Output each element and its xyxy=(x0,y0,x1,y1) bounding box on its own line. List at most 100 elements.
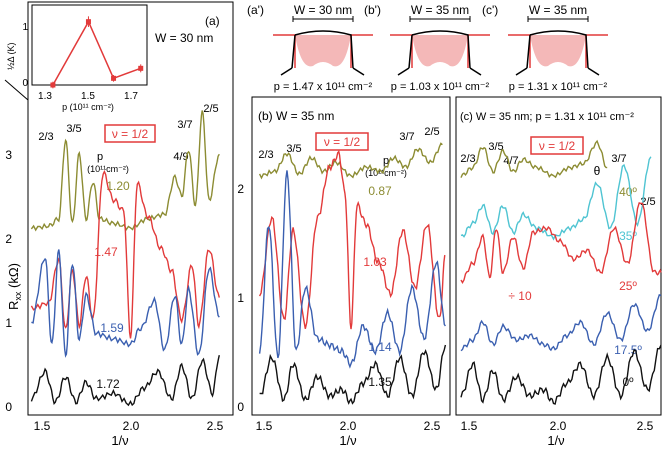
fraction-label: 2/5 xyxy=(640,196,655,208)
panel-a-nu-label: ν = 1/2 xyxy=(112,127,149,141)
trace-b-0 xyxy=(258,142,443,180)
trace-a-3 xyxy=(30,355,220,407)
trace-b-1 xyxy=(258,149,446,330)
schematic-0: (a') W = 30 nm p = 1.47 x 10¹¹ cm⁻² xyxy=(247,3,373,93)
inset-point xyxy=(138,65,144,71)
panel-c-nu-box xyxy=(530,136,584,155)
trace-label: 1.03 xyxy=(363,255,387,269)
trace-a-2 xyxy=(31,249,220,358)
inset-frame xyxy=(31,4,148,86)
panel-b-nu-label: ν = 1/2 xyxy=(324,135,361,149)
trace-label: 1.20 xyxy=(106,179,130,193)
trace-label: 1.47 xyxy=(94,245,118,259)
schematic-density: p = 1.47 x 10¹¹ cm⁻² xyxy=(274,81,373,93)
y-tick-label: 1 xyxy=(237,291,244,305)
panel-a-tag: (a) xyxy=(205,14,220,28)
panel-a-p-header: p xyxy=(97,151,103,163)
fraction-label: 2/3 xyxy=(258,149,273,161)
trace-c-3 xyxy=(460,294,662,352)
fraction-label: 3/5 xyxy=(488,141,503,153)
fraction-label: 2/5 xyxy=(203,103,218,115)
x-tick-label: 2.0 xyxy=(123,419,140,433)
panel-c-frame xyxy=(455,96,662,416)
fraction-label: 2/3 xyxy=(38,131,53,143)
fraction-label: 4/9 xyxy=(173,151,188,163)
fraction-label: 3/5 xyxy=(286,143,301,155)
inset-y-tick: 1 xyxy=(22,22,28,33)
trace-label: 40º xyxy=(619,185,637,199)
trace-c-0 xyxy=(460,139,608,179)
schematic-tag: (c') xyxy=(482,3,498,17)
panel-b-frame xyxy=(251,96,451,416)
x-tick-label: 1.5 xyxy=(461,419,478,433)
schematic-1: (b') W = 35 nm p = 1.03 x 10¹¹ cm⁻² xyxy=(364,3,490,93)
y-tick-label: 3 xyxy=(5,148,12,162)
trace-label: 1.72 xyxy=(96,377,120,391)
trace-b-2 xyxy=(258,170,446,369)
x-tick-label: 2.5 xyxy=(424,419,441,433)
trace-a-0 xyxy=(30,110,220,232)
trace-label: 0.87 xyxy=(368,184,392,198)
fraction-label: 3/7 xyxy=(611,153,626,165)
schematic-width: W = 35 nm xyxy=(411,3,469,17)
x-tick-label: 2.5 xyxy=(207,419,224,433)
x-axis-label-b: 1/ν xyxy=(339,433,356,448)
panel-c-nu-label: ν = 1/2 xyxy=(539,139,576,153)
schematic-width: W = 30 nm xyxy=(294,3,352,17)
panel-b-p-unit: (10¹¹cm⁻²) xyxy=(365,168,407,178)
schematic-width: W = 35 nm xyxy=(529,3,587,17)
inset-x-tick: 1.5 xyxy=(81,91,95,102)
trace-b-3 xyxy=(259,344,447,405)
panel-b-p-header: p xyxy=(383,155,389,167)
x-axis-label-c: 1/ν xyxy=(547,433,564,448)
fraction-label: 2/3 xyxy=(460,153,475,165)
panel-b-title: (b) W = 35 nm xyxy=(258,109,334,123)
schematic-tag: (b') xyxy=(364,3,381,17)
trace-label: 17.5º xyxy=(614,343,642,357)
fraction-label: 3/5 xyxy=(66,123,81,135)
panel-a-p-unit: (10¹¹cm⁻²) xyxy=(87,164,129,174)
x-tick-label: 2.0 xyxy=(340,419,357,433)
schematic-density: p = 1.31 x 10¹¹ cm⁻² xyxy=(509,81,608,93)
x-tick-label: 2.0 xyxy=(550,419,567,433)
panel-b-nu-box xyxy=(315,132,369,151)
trace-label: 1.59 xyxy=(100,321,124,335)
divide-label: ÷ 10 xyxy=(508,289,532,303)
trace-a-1 xyxy=(30,169,220,339)
fraction-label: 3/7 xyxy=(399,131,414,143)
x-axis-label-a: 1/ν xyxy=(111,433,128,448)
y-tick-label: 2 xyxy=(237,182,244,196)
schematic-density: p = 1.03 x 10¹¹ cm⁻² xyxy=(391,81,490,93)
inset-y-tick: 0 xyxy=(22,78,28,89)
trace-label: 0º xyxy=(622,375,634,389)
panel-a-nu-box xyxy=(104,124,156,143)
x-tick-label: 1.5 xyxy=(256,419,273,433)
inset-x-tick: 1.3 xyxy=(38,91,52,102)
inset-pointer xyxy=(4,79,29,101)
schematic-2: (c') W = 35 nm p = 1.31 x 10¹¹ cm⁻² xyxy=(482,3,608,93)
y-tick-label: 0 xyxy=(5,400,12,414)
x-tick-label: 2.5 xyxy=(637,419,654,433)
traces: 1.201.471.591.720.871.031.141.3540º35º25… xyxy=(30,16,662,407)
inset-point xyxy=(111,75,117,81)
schematic-tag: (a') xyxy=(247,3,264,17)
y-tick-label: 0 xyxy=(237,400,244,414)
inset-line xyxy=(52,20,141,86)
panel-c-theta: θ xyxy=(594,164,601,178)
fraction-label: 4/7 xyxy=(503,155,518,167)
panel-c-title: (c) W = 35 nm; p = 1.31 x 10¹¹ cm⁻² xyxy=(460,111,634,123)
inset-point xyxy=(50,82,56,88)
inset-y-label: ½Δ (K) xyxy=(6,42,16,70)
y-tick-label: 1 xyxy=(5,316,12,330)
inset-x-label: p (10¹¹ cm⁻²) xyxy=(62,102,114,112)
inset-x-tick: 1.7 xyxy=(124,91,138,102)
fraction-label: 2/5 xyxy=(424,126,439,138)
trace-c-4 xyxy=(460,344,662,405)
trace-label: 25º xyxy=(619,279,637,293)
trace-label: 1.14 xyxy=(368,340,392,354)
panel-a-subtitle: W = 30 nm xyxy=(155,31,213,45)
y-tick-label: 2 xyxy=(5,232,12,246)
trace-c-2 xyxy=(460,201,662,285)
well-schematics: (a') W = 30 nm p = 1.47 x 10¹¹ cm⁻² (b') W =… xyxy=(247,3,608,93)
